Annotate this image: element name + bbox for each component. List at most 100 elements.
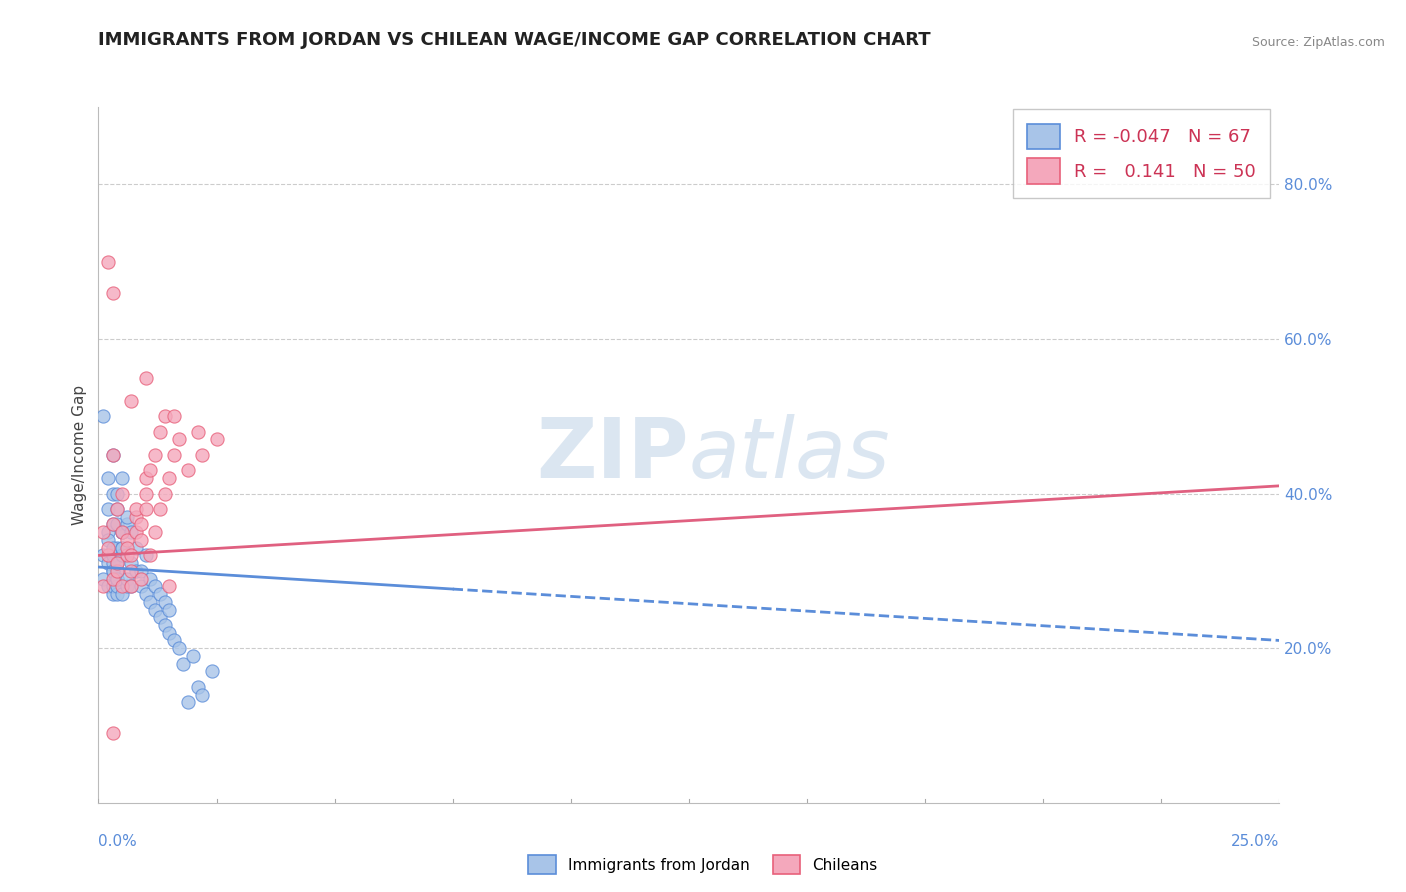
- Point: [105, 587, 128, 601]
- Point: [101, 572, 124, 586]
- Point: [163, 448, 186, 462]
- Point: [139, 595, 162, 609]
- Point: [91, 579, 114, 593]
- Point: [105, 564, 128, 578]
- Point: [121, 564, 143, 578]
- Point: [163, 409, 186, 424]
- Point: [91, 409, 114, 424]
- Point: [115, 579, 138, 593]
- Point: [105, 556, 128, 570]
- Point: [149, 425, 172, 439]
- Point: [167, 433, 190, 447]
- Point: [97, 502, 120, 516]
- Point: [111, 549, 134, 563]
- Point: [111, 541, 134, 555]
- Point: [91, 549, 114, 563]
- Point: [101, 549, 124, 563]
- Point: [111, 541, 134, 555]
- Point: [101, 517, 124, 532]
- Point: [125, 509, 148, 524]
- Point: [101, 285, 124, 300]
- Text: Source: ZipAtlas.com: Source: ZipAtlas.com: [1251, 36, 1385, 49]
- Point: [135, 370, 157, 384]
- Point: [177, 695, 200, 709]
- Point: [121, 525, 143, 540]
- Point: [135, 471, 157, 485]
- Y-axis label: Wage/Income Gap: Wage/Income Gap: [72, 384, 87, 525]
- Point: [97, 533, 120, 547]
- Point: [163, 633, 186, 648]
- Point: [97, 549, 120, 563]
- Point: [111, 525, 134, 540]
- Point: [111, 587, 134, 601]
- Text: 0.0%: 0.0%: [98, 834, 138, 848]
- Point: [97, 471, 120, 485]
- Point: [105, 564, 128, 578]
- Point: [121, 393, 143, 408]
- Point: [115, 549, 138, 563]
- Point: [111, 525, 134, 540]
- Point: [177, 463, 200, 477]
- Point: [97, 525, 120, 540]
- Legend: Immigrants from Jordan, Chileans: Immigrants from Jordan, Chileans: [522, 849, 884, 880]
- Point: [135, 502, 157, 516]
- Text: ZIP: ZIP: [537, 415, 689, 495]
- Text: 25.0%: 25.0%: [1232, 834, 1279, 848]
- Point: [157, 625, 180, 640]
- Point: [121, 579, 143, 593]
- Point: [101, 486, 124, 500]
- Point: [129, 579, 152, 593]
- Point: [135, 587, 157, 601]
- Point: [129, 572, 152, 586]
- Point: [153, 618, 176, 632]
- Point: [101, 448, 124, 462]
- Point: [129, 564, 152, 578]
- Point: [105, 572, 128, 586]
- Point: [115, 517, 138, 532]
- Point: [149, 587, 172, 601]
- Point: [105, 556, 128, 570]
- Point: [191, 448, 214, 462]
- Point: [125, 541, 148, 555]
- Point: [153, 409, 176, 424]
- Point: [149, 502, 172, 516]
- Point: [167, 641, 190, 656]
- Point: [191, 688, 214, 702]
- Point: [97, 556, 120, 570]
- Point: [111, 471, 134, 485]
- Point: [105, 486, 128, 500]
- Point: [105, 572, 128, 586]
- Point: [105, 502, 128, 516]
- Point: [111, 525, 134, 540]
- Point: [121, 579, 143, 593]
- Point: [187, 680, 209, 694]
- Point: [115, 572, 138, 586]
- Point: [111, 579, 134, 593]
- Point: [205, 433, 228, 447]
- Point: [97, 541, 120, 555]
- Point: [97, 579, 120, 593]
- Point: [105, 517, 128, 532]
- Point: [115, 541, 138, 555]
- Point: [125, 525, 148, 540]
- Point: [125, 564, 148, 578]
- Point: [101, 556, 124, 570]
- Point: [91, 525, 114, 540]
- Point: [101, 448, 124, 462]
- Point: [135, 549, 157, 563]
- Point: [101, 587, 124, 601]
- Point: [115, 509, 138, 524]
- Point: [101, 579, 124, 593]
- Point: [149, 610, 172, 624]
- Point: [101, 564, 124, 578]
- Point: [91, 572, 114, 586]
- Point: [139, 463, 162, 477]
- Point: [105, 579, 128, 593]
- Point: [143, 579, 166, 593]
- Point: [153, 595, 176, 609]
- Point: [105, 541, 128, 555]
- Point: [121, 549, 143, 563]
- Point: [129, 533, 152, 547]
- Legend: R = -0.047   N = 67, R =   0.141   N = 50: R = -0.047 N = 67, R = 0.141 N = 50: [1012, 109, 1271, 198]
- Point: [201, 665, 224, 679]
